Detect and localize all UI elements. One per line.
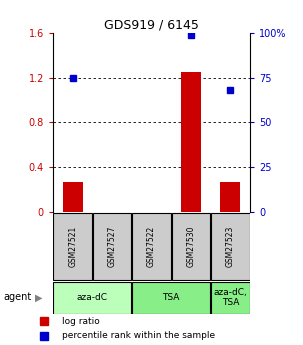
FancyBboxPatch shape — [132, 213, 171, 280]
FancyBboxPatch shape — [211, 282, 250, 314]
Text: GSM27527: GSM27527 — [108, 226, 117, 267]
Bar — [221, 182, 240, 212]
FancyBboxPatch shape — [93, 213, 132, 280]
Text: percentile rank within the sample: percentile rank within the sample — [62, 332, 215, 341]
FancyBboxPatch shape — [53, 282, 132, 314]
Bar — [63, 182, 82, 212]
Text: aza-dC: aza-dC — [77, 293, 108, 302]
Bar — [181, 72, 201, 212]
Text: agent: agent — [3, 293, 31, 302]
Text: GSM27521: GSM27521 — [68, 226, 77, 267]
FancyBboxPatch shape — [132, 282, 210, 314]
Text: aza-dC,
TSA: aza-dC, TSA — [213, 288, 247, 307]
Text: GSM27523: GSM27523 — [226, 226, 235, 267]
Text: ▶: ▶ — [35, 293, 42, 302]
FancyBboxPatch shape — [211, 213, 250, 280]
FancyBboxPatch shape — [53, 213, 92, 280]
Text: GSM27522: GSM27522 — [147, 226, 156, 267]
Text: log ratio: log ratio — [62, 317, 100, 326]
FancyBboxPatch shape — [171, 213, 210, 280]
Text: GSM27530: GSM27530 — [186, 226, 195, 267]
Text: TSA: TSA — [162, 293, 180, 302]
Title: GDS919 / 6145: GDS919 / 6145 — [104, 19, 199, 32]
